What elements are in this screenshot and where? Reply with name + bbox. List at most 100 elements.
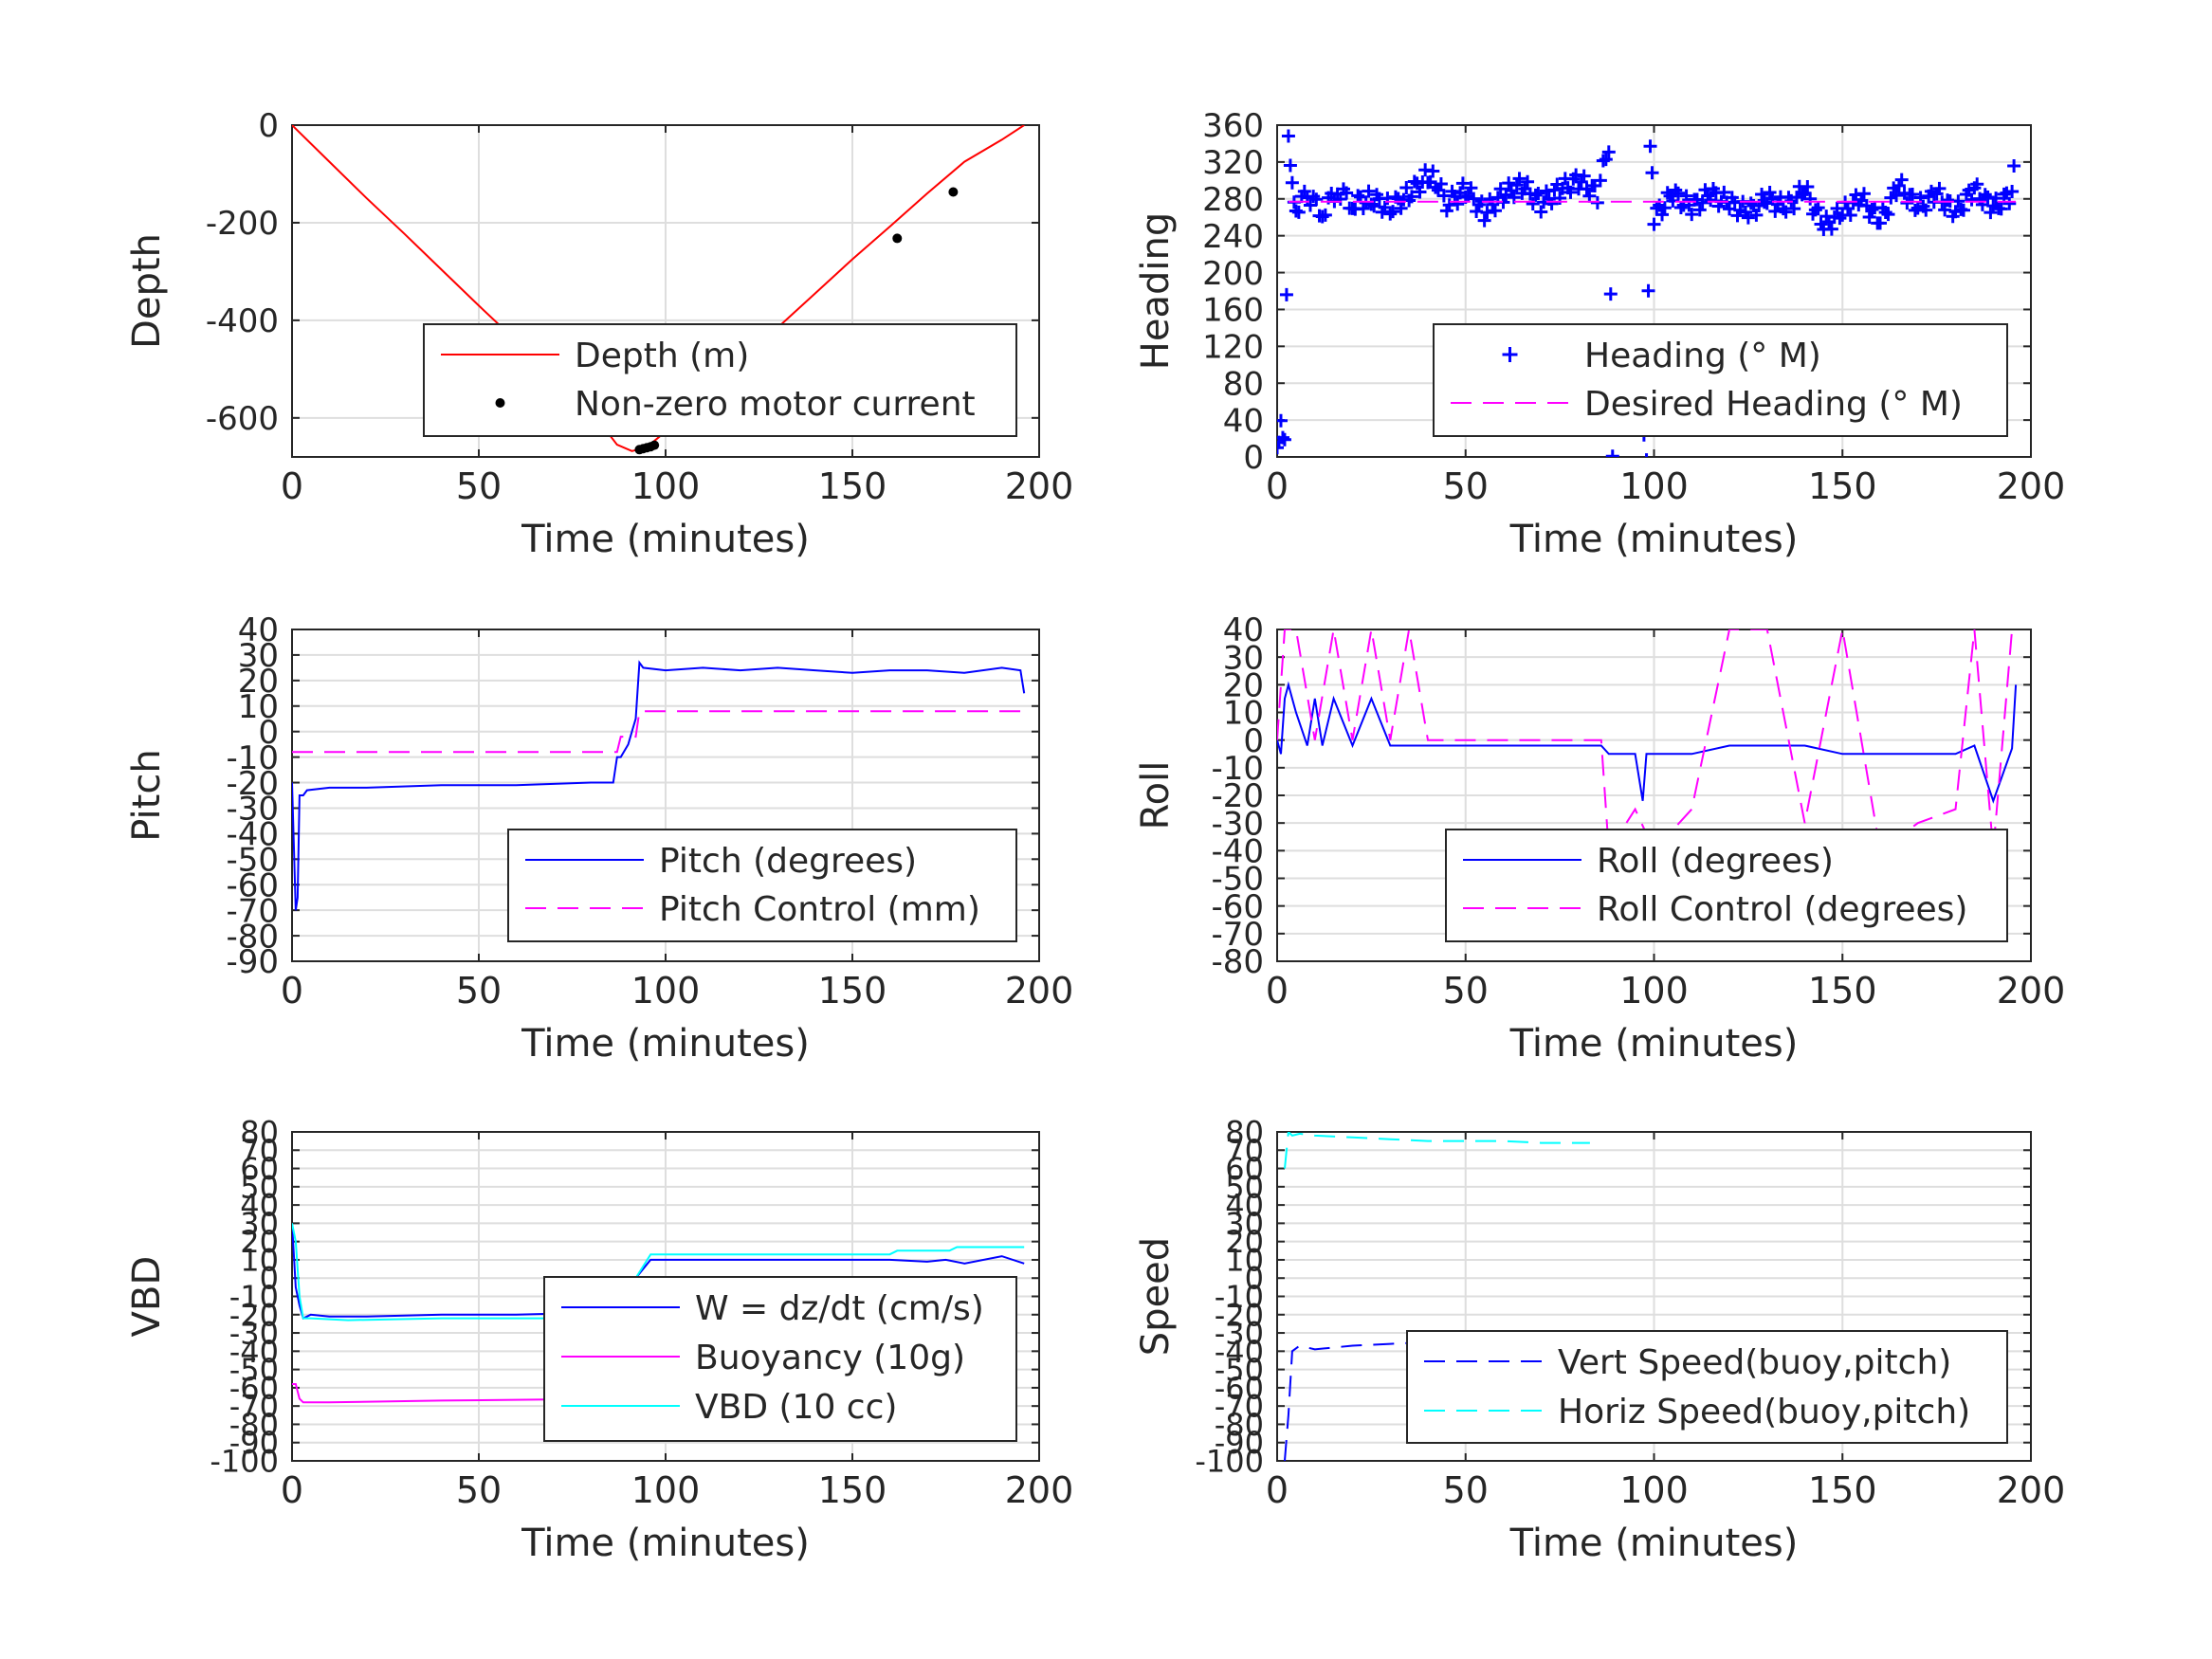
- data-point: [1801, 179, 1815, 193]
- data-point: [1744, 196, 1758, 210]
- y-tick-label: 320: [1202, 144, 1264, 182]
- data-point: [1383, 207, 1398, 221]
- y-tick-label: 120: [1202, 329, 1264, 367]
- x-tick-label: 0: [1266, 1469, 1289, 1511]
- data-point: [1881, 208, 1895, 222]
- data-point: [1277, 430, 1289, 445]
- data-point: [1900, 196, 1914, 210]
- y-tick-label: -60: [229, 1370, 279, 1406]
- data-point: [1404, 190, 1418, 204]
- y-tick-label: -20: [1215, 1297, 1264, 1333]
- legend-label: Heading (° M): [1584, 337, 1821, 375]
- y-tick-label: -10: [1211, 750, 1264, 788]
- data-point: [1645, 166, 1659, 180]
- legend-label: Vert Speed(buoy,pitch): [1558, 1343, 1951, 1382]
- y-tick-label: -80: [226, 918, 279, 956]
- x-tick-label: 50: [456, 465, 502, 507]
- x-tick-label: 0: [281, 465, 303, 507]
- x-tick-label: 200: [1997, 465, 2066, 507]
- y-tick-label: 30: [1225, 1206, 1264, 1242]
- data-point: [1486, 197, 1500, 211]
- legend-label: VBD (10 cc): [695, 1388, 897, 1427]
- data-point: [1808, 203, 1822, 217]
- data-point: [892, 233, 903, 244]
- legend-label: Buoyancy (10g): [695, 1339, 965, 1377]
- x-tick-label: 100: [1619, 465, 1689, 507]
- x-tick-label: 150: [1808, 1469, 1877, 1511]
- data-point: [1878, 206, 1892, 220]
- x-tick-label: 100: [631, 970, 701, 1012]
- data-point: [1932, 181, 1947, 195]
- x-tick-label: 50: [456, 1469, 502, 1511]
- series-1: [292, 660, 1026, 911]
- data-point: [1645, 453, 1649, 457]
- x-axis-label: Time (minutes): [1509, 1022, 1799, 1066]
- data-point: [2005, 184, 2020, 198]
- y-tick-label: -40: [226, 816, 279, 854]
- data-point: [1605, 449, 1619, 457]
- y-tick-label: -80: [1211, 943, 1264, 981]
- legend: Pitch (degrees) Pitch Control (mm): [507, 829, 1017, 942]
- y-tick-label: 10: [240, 1242, 279, 1278]
- series-line: [292, 710, 1025, 754]
- data-point: [1283, 158, 1297, 173]
- data-point: [1919, 203, 1933, 217]
- legend-box: [543, 1276, 1017, 1442]
- data-point: [1574, 174, 1588, 189]
- y-tick-label: 20: [1223, 667, 1264, 705]
- legend-label: Roll Control (degrees): [1597, 890, 1967, 929]
- series-1: [1277, 681, 2018, 804]
- data-point: [1386, 205, 1400, 219]
- data-point: [1528, 188, 1543, 202]
- y-tick-label: -50: [226, 842, 279, 880]
- y-tick-label: -20: [226, 765, 279, 803]
- legend-box: [1433, 323, 2008, 437]
- data-point: [2002, 196, 2017, 210]
- x-tick-label: 50: [1443, 465, 1489, 507]
- data-point: [1455, 176, 1470, 191]
- x-tick-label: 200: [1997, 970, 2066, 1012]
- data-point: [1643, 139, 1657, 154]
- data-point: [1978, 188, 1992, 202]
- legend-label: Non-zero motor current: [575, 385, 976, 424]
- y-tick-label: 360: [1202, 107, 1264, 145]
- y-tick-label: 60: [240, 1151, 279, 1187]
- y-tick-label: -80: [1215, 1407, 1264, 1443]
- y-tick-label: -100: [210, 1444, 279, 1480]
- subplot-6: 0 50 100 150 20080706050403020100-10-20-30-4…: [1134, 1115, 2065, 1565]
- y-tick-label: 40: [1223, 402, 1264, 440]
- data-point: [1394, 201, 1408, 215]
- data-point: [649, 440, 660, 450]
- data-point: [1426, 164, 1440, 178]
- y-tick-label: -50: [229, 1352, 279, 1388]
- x-tick-label: 150: [818, 970, 887, 1012]
- x-tick-label: 50: [456, 970, 502, 1012]
- legend-box: [507, 829, 1017, 942]
- data-point: [1894, 173, 1909, 187]
- y-tick-label: -30: [226, 791, 279, 829]
- y-tick-label: 80: [1223, 365, 1264, 403]
- y-tick-label: -10: [229, 1279, 279, 1315]
- y-tick-label: -400: [206, 302, 279, 340]
- legend-box: [1406, 1330, 2008, 1444]
- y-tick-label: 240: [1202, 218, 1264, 256]
- x-tick-label: 200: [1005, 1469, 1074, 1511]
- y-tick-label: 40: [238, 611, 279, 649]
- legend-swatch: [1502, 347, 1518, 362]
- data-point: [1281, 129, 1295, 143]
- series-2: [1284, 1132, 1590, 1169]
- data-point: [1989, 191, 2003, 206]
- y-axis-label: Pitch: [125, 749, 169, 841]
- data-point: [1957, 203, 1971, 217]
- data-point: [1983, 206, 1998, 220]
- y-tick-label: 10: [238, 688, 279, 726]
- legend-label: Desired Heading (° M): [1584, 385, 1963, 424]
- y-tick-label: 30: [1223, 639, 1264, 677]
- y-tick-label: -40: [1211, 833, 1264, 871]
- data-point: [1480, 206, 1494, 220]
- y-tick-label: -40: [1215, 1334, 1264, 1370]
- legend: Depth (m) Non-zero motor current: [423, 323, 1017, 437]
- y-tick-label: -60: [1215, 1370, 1264, 1406]
- y-axis-label: Depth: [125, 233, 169, 349]
- data-point: [1599, 153, 1613, 167]
